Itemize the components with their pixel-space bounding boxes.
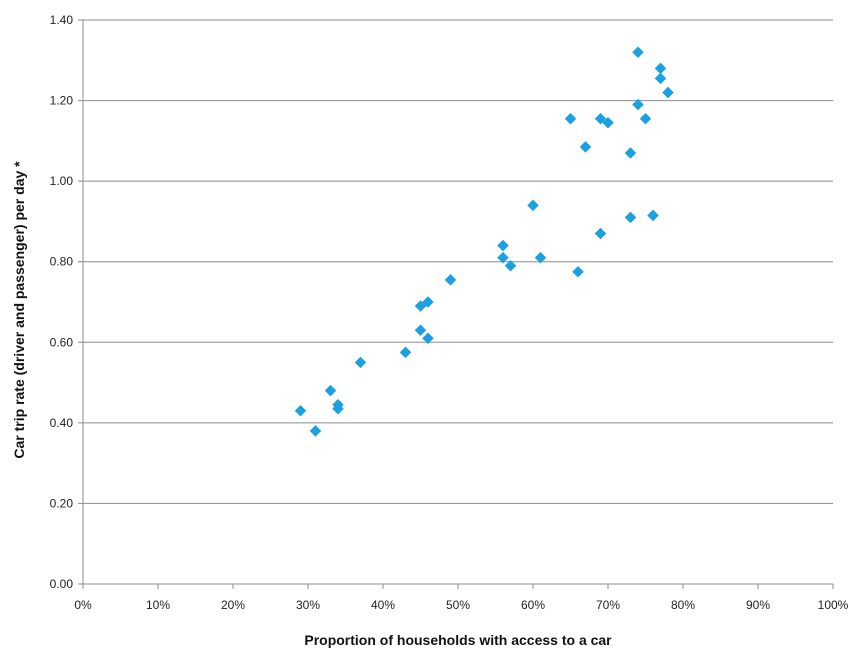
x-tick-label: 40% bbox=[371, 598, 395, 612]
data-point bbox=[654, 62, 667, 75]
data-point bbox=[294, 404, 307, 417]
data-point bbox=[624, 211, 637, 224]
data-point bbox=[422, 332, 434, 345]
data-point bbox=[602, 116, 614, 129]
data-point bbox=[534, 251, 547, 264]
x-tick-label: 30% bbox=[296, 598, 320, 612]
y-tick-label: 1.20 bbox=[50, 94, 74, 108]
data-point bbox=[527, 199, 539, 212]
x-tick-labels: 0% 10% 20% 30% 40% 50% 60% 70% 80% 90% 100% bbox=[74, 598, 848, 612]
gridlines bbox=[78, 19, 833, 585]
data-point bbox=[497, 251, 509, 264]
y-axis-title: Car trip rate (driver and passenger) per… bbox=[11, 161, 27, 459]
y-tick-label: 0.60 bbox=[50, 335, 74, 349]
y-tick-label: 1.40 bbox=[50, 13, 74, 27]
y-tick-label: 0.80 bbox=[50, 255, 74, 269]
x-tick-label: 100% bbox=[818, 598, 849, 612]
x-tick-label: 90% bbox=[746, 598, 770, 612]
data-point bbox=[309, 425, 322, 437]
x-tick-label: 70% bbox=[596, 598, 620, 612]
x-tick-label: 10% bbox=[146, 598, 170, 612]
data-point bbox=[354, 356, 367, 369]
data-point bbox=[639, 112, 652, 125]
data-point bbox=[632, 46, 644, 59]
data-point bbox=[594, 227, 607, 240]
data-point bbox=[399, 346, 412, 359]
data-point bbox=[564, 112, 577, 125]
x-tick-label: 0% bbox=[74, 598, 92, 612]
y-tick-label: 0.40 bbox=[50, 416, 74, 430]
axes bbox=[82, 20, 834, 589]
data-point bbox=[572, 265, 584, 278]
x-tick-label: 50% bbox=[446, 598, 470, 612]
x-axis-title: Proportion of households with access to … bbox=[304, 632, 612, 648]
data-point bbox=[332, 402, 344, 415]
y-tick-label: 0.00 bbox=[50, 577, 74, 591]
data-point bbox=[647, 209, 659, 222]
data-point bbox=[422, 296, 434, 308]
data-point bbox=[632, 98, 644, 111]
data-point bbox=[662, 86, 674, 99]
data-point bbox=[594, 112, 607, 125]
y-tick-label: 1.00 bbox=[50, 174, 74, 188]
data-point bbox=[444, 273, 457, 286]
x-tick-label: 20% bbox=[221, 598, 245, 612]
x-tick-label: 80% bbox=[671, 598, 695, 612]
y-tick-labels: 0.00 0.20 0.40 0.60 0.80 1.00 1.20 1.40 bbox=[50, 13, 74, 591]
data-points bbox=[294, 46, 674, 437]
data-point bbox=[414, 324, 427, 337]
data-point bbox=[414, 300, 427, 312]
data-point bbox=[654, 72, 667, 85]
data-point bbox=[324, 384, 337, 397]
y-tick-label: 0.20 bbox=[50, 496, 74, 510]
x-tick-label: 60% bbox=[521, 598, 545, 612]
data-point bbox=[504, 259, 517, 272]
data-point bbox=[497, 239, 509, 252]
data-point bbox=[579, 141, 592, 153]
data-point bbox=[624, 147, 637, 159]
